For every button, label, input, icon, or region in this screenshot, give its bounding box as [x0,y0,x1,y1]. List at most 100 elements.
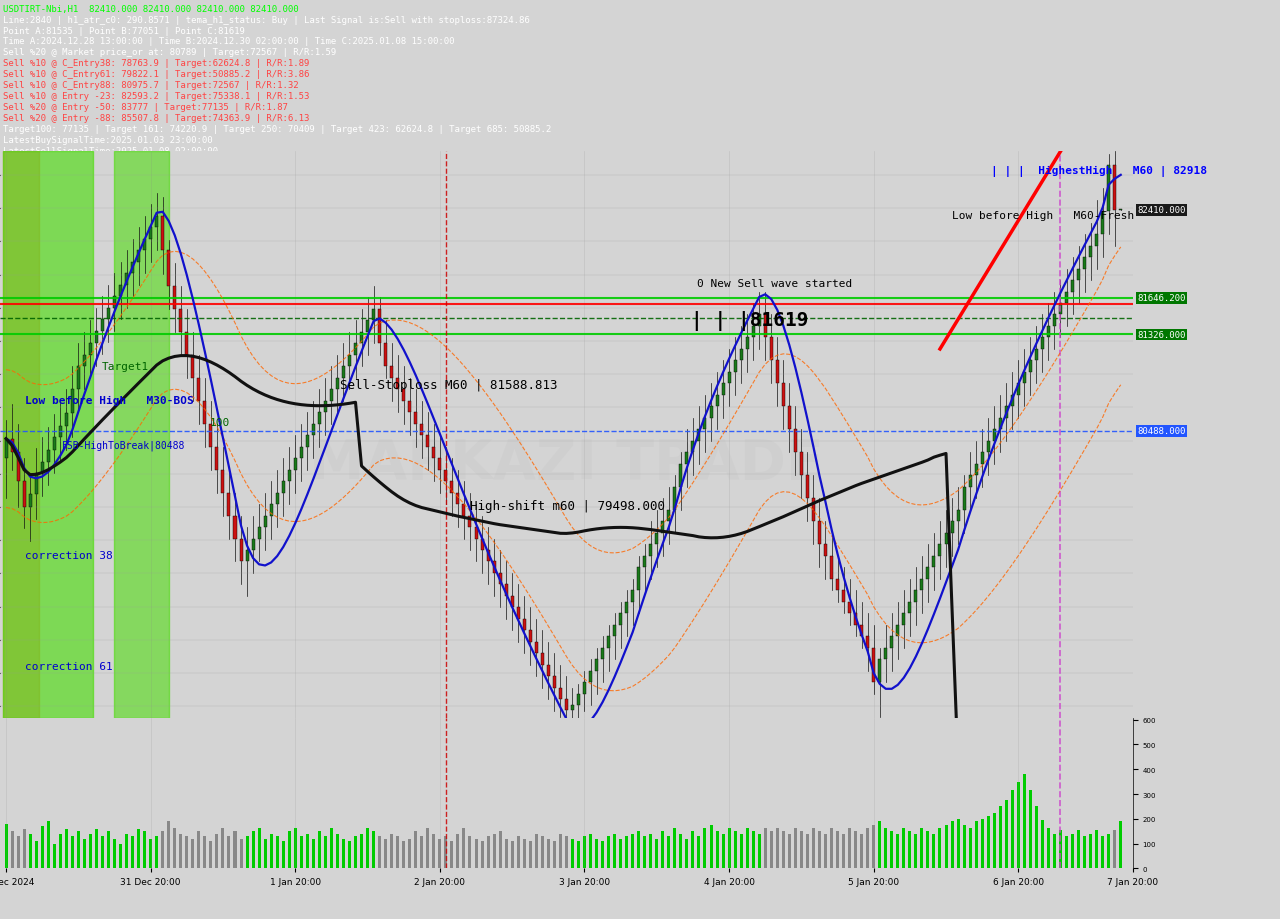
Bar [818,832,820,868]
Bar [511,841,513,868]
Bar [517,607,520,619]
Bar [1089,834,1092,868]
Bar [108,308,110,320]
Bar [1053,834,1056,868]
Bar [125,834,128,868]
Text: Sell %10 @ C_Entry61: 79822.1 | Target:50885.2 | R/R:3.86: Sell %10 @ C_Entry61: 79822.1 | Target:5… [4,71,310,79]
Bar [221,828,224,868]
Bar [1096,830,1098,868]
Bar [457,834,460,868]
Text: Sell %10 @ C_Entry38: 78763.9 | Target:62624.8 | R/R:1.89: Sell %10 @ C_Entry38: 78763.9 | Target:6… [4,60,310,68]
Bar [17,836,19,868]
Text: FSB-HighToBreak|80488: FSB-HighToBreak|80488 [63,440,186,451]
Bar [751,326,755,338]
Bar [849,602,851,614]
Bar [602,841,604,868]
Bar [620,839,622,868]
Bar [812,499,815,522]
Bar [191,839,195,868]
Bar [330,390,333,402]
Bar [101,320,104,331]
Bar [733,361,736,372]
Bar [215,834,219,868]
Bar [300,836,303,868]
Bar [486,550,489,562]
Bar [468,836,471,868]
Bar [993,430,996,441]
Bar [932,556,936,568]
Bar [1047,828,1050,868]
Bar [974,464,978,476]
Bar [300,448,303,459]
Bar [239,539,242,562]
Bar [1114,830,1116,868]
Bar [571,839,573,868]
Bar [547,839,550,868]
Bar [613,834,616,868]
Bar [698,836,700,868]
Bar [257,828,261,868]
Bar [173,287,177,310]
Bar [41,462,44,473]
Bar [10,832,14,868]
Bar [662,832,664,868]
Bar [113,839,116,868]
Bar [275,836,279,868]
Bar [131,262,134,274]
Bar [312,425,315,436]
Text: | | |81619: | | |81619 [691,311,809,330]
Bar [902,828,905,868]
Bar [522,619,526,630]
Bar [1016,384,1020,395]
Bar [963,825,965,868]
Bar [620,614,622,625]
Bar [65,829,68,868]
Bar [577,841,580,868]
Bar [83,839,86,868]
Bar [83,356,86,367]
Bar [776,361,778,384]
Bar [722,834,724,868]
Bar [186,836,188,868]
Bar [360,333,364,344]
Bar [564,836,568,868]
Bar [95,331,97,344]
Bar [3,152,93,718]
Bar [372,832,375,868]
Bar [312,839,315,868]
Bar [125,274,128,285]
Bar [137,829,140,868]
Bar [210,425,212,448]
Bar [1107,834,1110,868]
Text: Line:2840 | h1_atr_c0: 290.8571 | tema_h1_status: Buy | Last Signal is:Sell with: Line:2840 | h1_atr_c0: 290.8571 | tema_h… [4,16,530,25]
Bar [559,834,562,868]
Bar [462,828,466,868]
Text: MARKAZI TRADE: MARKAZI TRADE [308,437,824,490]
Bar [1016,782,1020,868]
Bar [366,828,369,868]
Bar [685,453,689,464]
Bar [836,832,840,868]
Bar [812,828,815,868]
Bar [10,439,14,453]
Bar [1023,775,1025,868]
Bar [486,836,489,868]
Bar [998,418,1002,430]
Bar [168,251,170,287]
Bar [595,660,598,671]
Bar [945,533,947,545]
Bar [293,828,297,868]
Bar [969,828,972,868]
Bar [168,822,170,868]
Text: Sell %20 @ Entry -50: 83777 | Target:77135 | R/R:1.87: Sell %20 @ Entry -50: 83777 | Target:771… [4,103,288,112]
Bar [607,836,611,868]
Bar [553,841,556,868]
Bar [884,648,887,660]
Bar [722,384,724,395]
Bar [582,682,586,694]
Bar [360,834,364,868]
Text: Target1: Target1 [102,361,150,371]
Text: 0 New Sell wave started: 0 New Sell wave started [696,279,852,289]
Bar [252,539,255,550]
Bar [709,825,713,868]
